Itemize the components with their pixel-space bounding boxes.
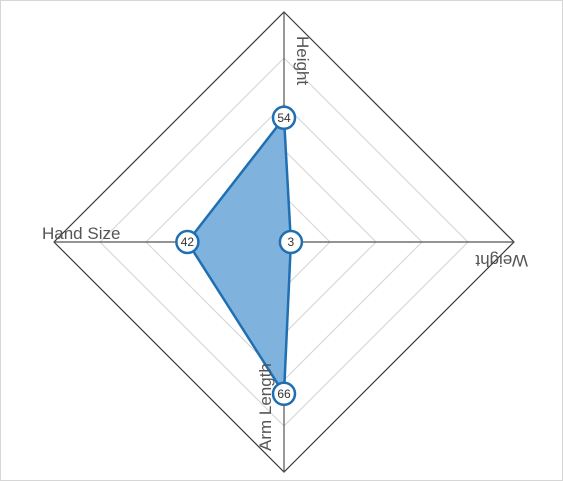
- data-label: 42: [181, 235, 195, 249]
- data-point-marker[interactable]: [271, 105, 297, 131]
- data-label: 66: [277, 387, 291, 401]
- axis-label: Height: [293, 36, 312, 85]
- axis-labels: Height Weight Arm Length Hand Size: [42, 36, 528, 451]
- data-label: 54: [277, 111, 291, 125]
- radar-series: 54 3 66 42: [175, 105, 304, 407]
- data-point-marker[interactable]: [271, 381, 297, 407]
- axis-label: Weight: [475, 251, 528, 270]
- data-point-marker[interactable]: [278, 229, 304, 255]
- data-point-marker[interactable]: [175, 229, 200, 255]
- axis-label: Arm Length: [256, 363, 275, 451]
- axis-label: Hand Size: [42, 224, 120, 243]
- data-label: 3: [288, 235, 295, 249]
- series-area: [186, 116, 293, 396]
